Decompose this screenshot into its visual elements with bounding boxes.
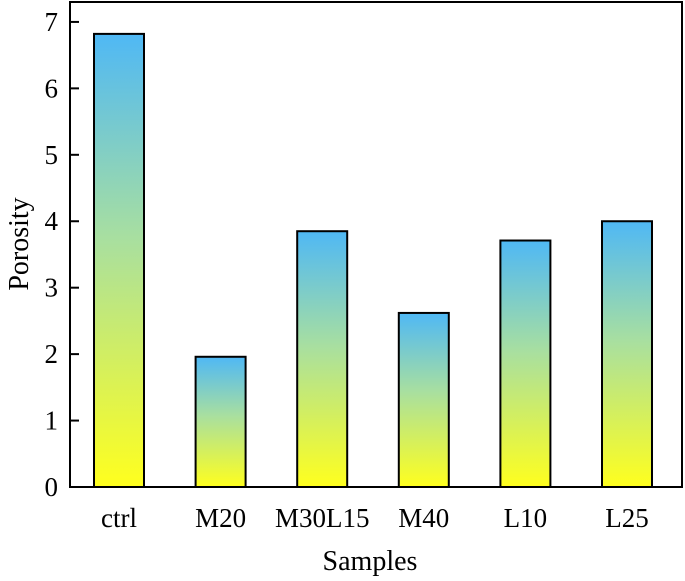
x-axis-title: Samples [323, 546, 418, 577]
plot-frame [69, 1, 683, 488]
bar-m20 [194, 355, 247, 488]
y-tick-label: 3 [45, 273, 59, 303]
y-tick-label: 1 [45, 406, 59, 436]
bars-group [93, 32, 653, 489]
x-axis: ctrl M20 M30L15 M40 L10 L25 [101, 503, 649, 533]
x-tick-label-m30l15: M30L15 [275, 503, 370, 533]
x-tick-label-ctrl: ctrl [101, 503, 137, 533]
x-tick-label-m20: M20 [195, 503, 246, 533]
bar-l25 [601, 220, 653, 488]
y-tick-label: 4 [45, 206, 59, 236]
bar-m30l15 [296, 230, 349, 488]
y-tick-label: 0 [45, 472, 59, 502]
bar-ctrl [93, 32, 145, 488]
y-tick-label: 2 [45, 339, 59, 369]
bar-m40 [397, 311, 450, 489]
x-tick-label-m40: M40 [398, 503, 449, 533]
y-tick-label: 5 [45, 140, 59, 170]
bar-l10 [499, 239, 552, 488]
x-tick-label-l25: L25 [605, 503, 649, 533]
y-tick-label: 7 [45, 7, 59, 37]
y-tick-label: 6 [45, 73, 59, 103]
x-tick-label-l10: L10 [504, 503, 548, 533]
y-axis-title: Porosity [4, 197, 35, 290]
y-axis: 0 1 2 3 4 5 6 7 [45, 7, 79, 502]
